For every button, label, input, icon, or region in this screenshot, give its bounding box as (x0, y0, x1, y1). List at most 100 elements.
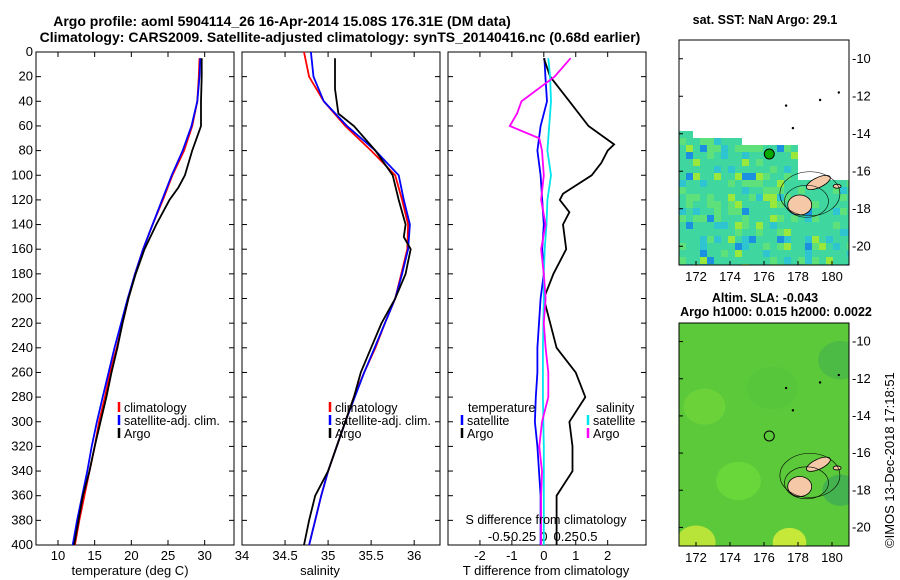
sst-cell (742, 243, 749, 250)
sst-cell (714, 250, 721, 257)
sst-cell (686, 194, 693, 201)
sst-cell (707, 187, 714, 194)
sst-cell (721, 166, 728, 173)
small-island (784, 104, 788, 107)
series-line (508, 57, 572, 545)
sst-cell (749, 222, 756, 229)
sst-cell (763, 201, 770, 208)
sst-cell (826, 236, 833, 243)
sst-cell (686, 250, 693, 257)
sst-cell (714, 173, 721, 180)
sst-cell (763, 215, 770, 222)
sst-cell (833, 208, 840, 215)
sst-cell (700, 173, 707, 180)
sst-cell (721, 180, 728, 187)
sst-cell (700, 180, 707, 187)
sst-cell (798, 257, 805, 264)
sst-cell (693, 194, 700, 201)
sst-cell (756, 166, 763, 173)
series-line (542, 57, 616, 545)
sst-cell (714, 222, 721, 229)
sla-blob (818, 340, 849, 380)
sst-cell (679, 166, 686, 173)
sst-cell (714, 208, 721, 215)
small-island (837, 91, 840, 94)
legend-header-temperature: temperature (468, 401, 535, 415)
map-x-tick-label: 174 (719, 269, 741, 284)
sst-cell (693, 208, 700, 215)
sla-blob (679, 525, 716, 546)
sst-cell (686, 236, 693, 243)
sst-cell (735, 236, 742, 243)
sst-cell (770, 243, 777, 250)
sst-cell (826, 257, 833, 264)
sst-cell (840, 187, 847, 194)
sst-cell (728, 187, 735, 194)
x-tick-label: 25 (161, 548, 175, 563)
s-tick-label: -0.25 (507, 529, 537, 544)
sst-cell (791, 222, 798, 229)
sst-cell (840, 236, 847, 243)
sst-cell (770, 257, 777, 264)
sst-cell (756, 152, 763, 159)
sst-cell (679, 257, 686, 264)
map-x-tick-label: 174 (719, 550, 741, 565)
sst-cell (693, 201, 700, 208)
sst-cell (840, 215, 847, 222)
sst-cell (770, 166, 777, 173)
y-tick-label: 180 (11, 266, 33, 281)
sst-cell (777, 250, 784, 257)
sst-cell (805, 257, 812, 264)
sst-cell (700, 208, 707, 215)
series-line (533, 58, 548, 545)
sst-cell (742, 208, 749, 215)
sst-cell (728, 201, 735, 208)
sst-cell (749, 152, 756, 159)
x-tick-label: 35 (321, 548, 335, 563)
sst-cell (728, 229, 735, 236)
sst-cell (707, 222, 714, 229)
map-y-tick-label: -18 (852, 201, 871, 216)
sst-cell (763, 145, 770, 152)
series-line (74, 58, 201, 546)
sst-cell (812, 250, 819, 257)
sst-cell (679, 194, 686, 201)
sst-cell (714, 145, 721, 152)
sst-cell (784, 229, 791, 236)
sst-cell (721, 250, 728, 257)
sst-cell (791, 257, 798, 264)
legend-label: satellite-adj. clim. (335, 414, 431, 428)
sst-cell (742, 201, 749, 208)
sst-cell (721, 243, 728, 250)
y-tick-label: 100 (11, 167, 33, 182)
sst-cell (700, 222, 707, 229)
sst-cell (700, 187, 707, 194)
sst-cell (784, 194, 791, 201)
sst-cell (700, 215, 707, 222)
sst-cell (763, 166, 770, 173)
sst-cell (728, 243, 735, 250)
x-tick-label: 30 (197, 548, 211, 563)
sst-cell (735, 152, 742, 159)
sst-cell (700, 201, 707, 208)
sst-cell (840, 208, 847, 215)
sst-cell (679, 236, 686, 243)
sst-cell (707, 166, 714, 173)
sst-cell (735, 173, 742, 180)
sst-cell (735, 194, 742, 201)
sst-cell (805, 222, 812, 229)
sst-cell (686, 201, 693, 208)
sst-cell (721, 194, 728, 201)
map-x-tick-label: 180 (821, 550, 843, 565)
sst-cell (763, 159, 770, 166)
sst-cell (847, 215, 849, 222)
sst-cell (847, 257, 849, 264)
sst-cell (763, 173, 770, 180)
sst-cell (847, 236, 849, 243)
sst-cell (777, 159, 784, 166)
sst-cell (679, 152, 686, 159)
sst-cell (686, 152, 693, 159)
series-line (71, 58, 202, 546)
sla-map-title-line1: Altim. SLA: -0.043 (712, 291, 818, 305)
sst-cell (707, 215, 714, 222)
